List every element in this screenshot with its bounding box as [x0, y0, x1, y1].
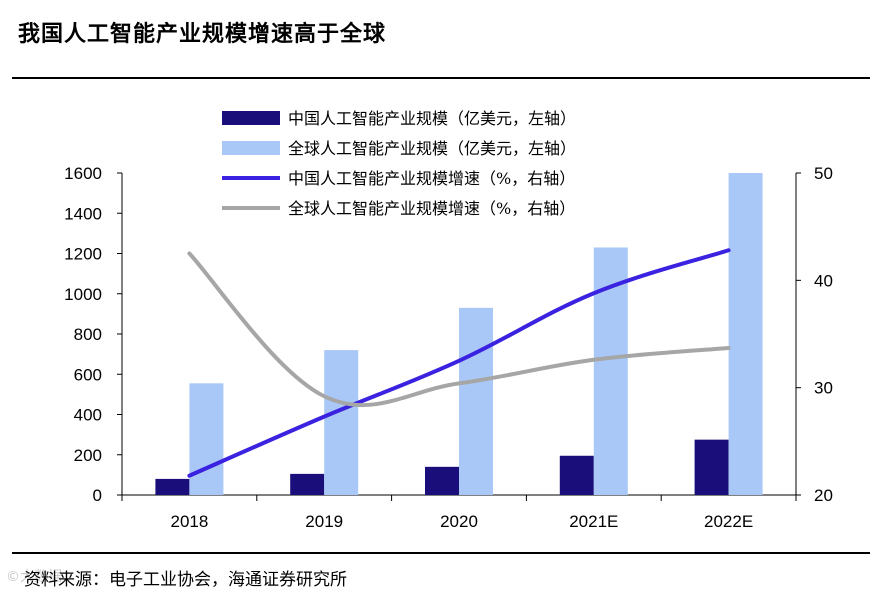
bottom-divider	[12, 552, 870, 554]
global-growth-line	[187, 251, 731, 407]
left-tick-label: 1400	[64, 204, 102, 223]
watermark: ©大数据	[6, 569, 62, 585]
legend-swatch	[222, 111, 280, 125]
right-tick-label: 40	[814, 271, 833, 290]
legend-label: 中国人工智能产业规模增速（%，右轴）	[288, 169, 575, 188]
top-divider	[12, 77, 870, 79]
x-tick-label: 2021E	[569, 512, 618, 531]
china-scale-bar	[425, 466, 459, 495]
left-tick-label: 200	[74, 446, 102, 465]
china-scale-bar	[155, 478, 190, 495]
china-scale-bar	[694, 439, 729, 495]
x-tick-label: 2019	[305, 512, 343, 531]
legend-swatch	[222, 141, 280, 155]
x-tick-label: 2022E	[704, 512, 753, 531]
x-tick-label: 2018	[170, 512, 208, 531]
legend-label: 全球人工智能产业规模增速（%，右轴）	[288, 199, 575, 218]
global-scale-bar	[728, 173, 763, 495]
source-note: 资料来源：电子工业协会，海通证券研究所	[24, 570, 347, 590]
global-scale-bar	[324, 350, 359, 495]
left-tick-label: 800	[74, 325, 102, 344]
x-tick-label: 2020	[440, 512, 478, 531]
global-scale-bar	[189, 383, 224, 495]
china-scale-bar	[290, 473, 325, 495]
legend-label: 全球人工智能产业规模（亿美元，左轴）	[288, 139, 576, 158]
right-tick-label: 20	[814, 486, 833, 505]
page-title: 我国人工智能产业规模增速高于全球	[18, 21, 387, 47]
left-tick-label: 1200	[64, 245, 102, 264]
china-growth-line	[187, 248, 731, 478]
left-tick-label: 1600	[64, 164, 102, 183]
chart: 0 200 400 600 800 1000 1200 1400 1600 20 30 40 50 201…	[64, 109, 833, 531]
right-tick-label: 30	[814, 379, 833, 398]
left-tick-label: 600	[74, 365, 102, 384]
global-scale-bar	[459, 307, 493, 495]
left-tick-label: 1000	[64, 285, 102, 304]
left-tick-label: 0	[93, 486, 102, 505]
legend-label: 中国人工智能产业规模（亿美元，左轴）	[288, 109, 576, 128]
china-scale-bar	[559, 455, 594, 495]
left-tick-label: 400	[74, 406, 102, 425]
right-tick-label: 50	[814, 164, 833, 183]
